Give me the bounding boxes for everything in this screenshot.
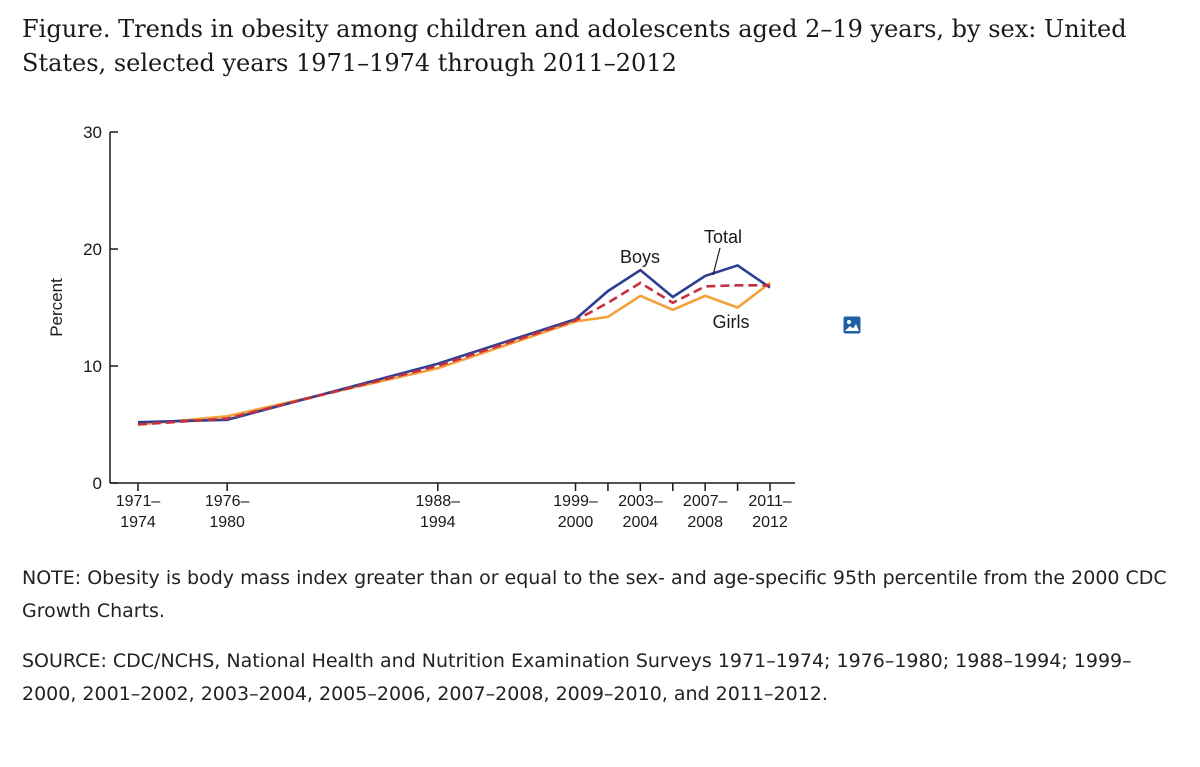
x-tick-label: 1976– bbox=[205, 493, 250, 510]
x-tick-label: 2008 bbox=[687, 514, 723, 531]
image-icon[interactable] bbox=[843, 316, 861, 334]
y-axis-label: Percent bbox=[47, 278, 66, 337]
x-tick-label: 1999– bbox=[553, 493, 598, 510]
total-label-leader bbox=[712, 247, 721, 276]
chart-series bbox=[137, 263, 771, 426]
x-tick-label: 1980 bbox=[209, 514, 245, 531]
y-tick-label: 0 bbox=[93, 474, 102, 493]
x-tick-label: 1994 bbox=[420, 514, 456, 531]
x-tick-label: 1974 bbox=[120, 514, 156, 531]
obesity-trend-chart: 0 10 20 30 Percent 1971– 1974 1976– 1980 1988– 19… bbox=[20, 110, 840, 550]
x-axis-ticks: 1971– 1974 1976– 1980 1988– 1994 1999– 2000 2003… bbox=[116, 483, 792, 531]
chart-note: NOTE: Obesity is body mass index greater… bbox=[22, 567, 1167, 622]
series-line-total bbox=[137, 281, 770, 426]
x-tick-label: 2012 bbox=[752, 514, 788, 531]
chart-source: SOURCE: CDC/NCHS, National Health and Nu… bbox=[22, 650, 1132, 705]
x-tick-label: 2000 bbox=[558, 514, 594, 531]
x-tick-label: 2004 bbox=[623, 514, 659, 531]
y-tick-label: 30 bbox=[83, 123, 102, 142]
y-tick-label: 20 bbox=[83, 240, 102, 259]
chart-axes bbox=[109, 132, 795, 484]
x-tick-label: 2007– bbox=[683, 493, 728, 510]
series-label-total: Total bbox=[704, 227, 742, 247]
x-tick-label: 1971– bbox=[116, 493, 161, 510]
y-tick-label: 10 bbox=[83, 357, 102, 376]
series-line-girls bbox=[137, 281, 771, 426]
x-tick-label: 2003– bbox=[618, 493, 663, 510]
x-tick-label: 2011– bbox=[748, 493, 791, 510]
chart-series-labels: Total Boys Girls bbox=[620, 227, 750, 332]
x-tick-label: 1988– bbox=[416, 493, 461, 510]
y-axis-ticks: 0 10 20 30 Percent bbox=[47, 123, 118, 493]
series-label-girls: Girls bbox=[713, 312, 750, 332]
figure-title: Figure. Trends in obesity among children… bbox=[22, 15, 1127, 77]
series-label-boys: Boys bbox=[620, 247, 660, 267]
series-line-boys bbox=[137, 263, 771, 424]
